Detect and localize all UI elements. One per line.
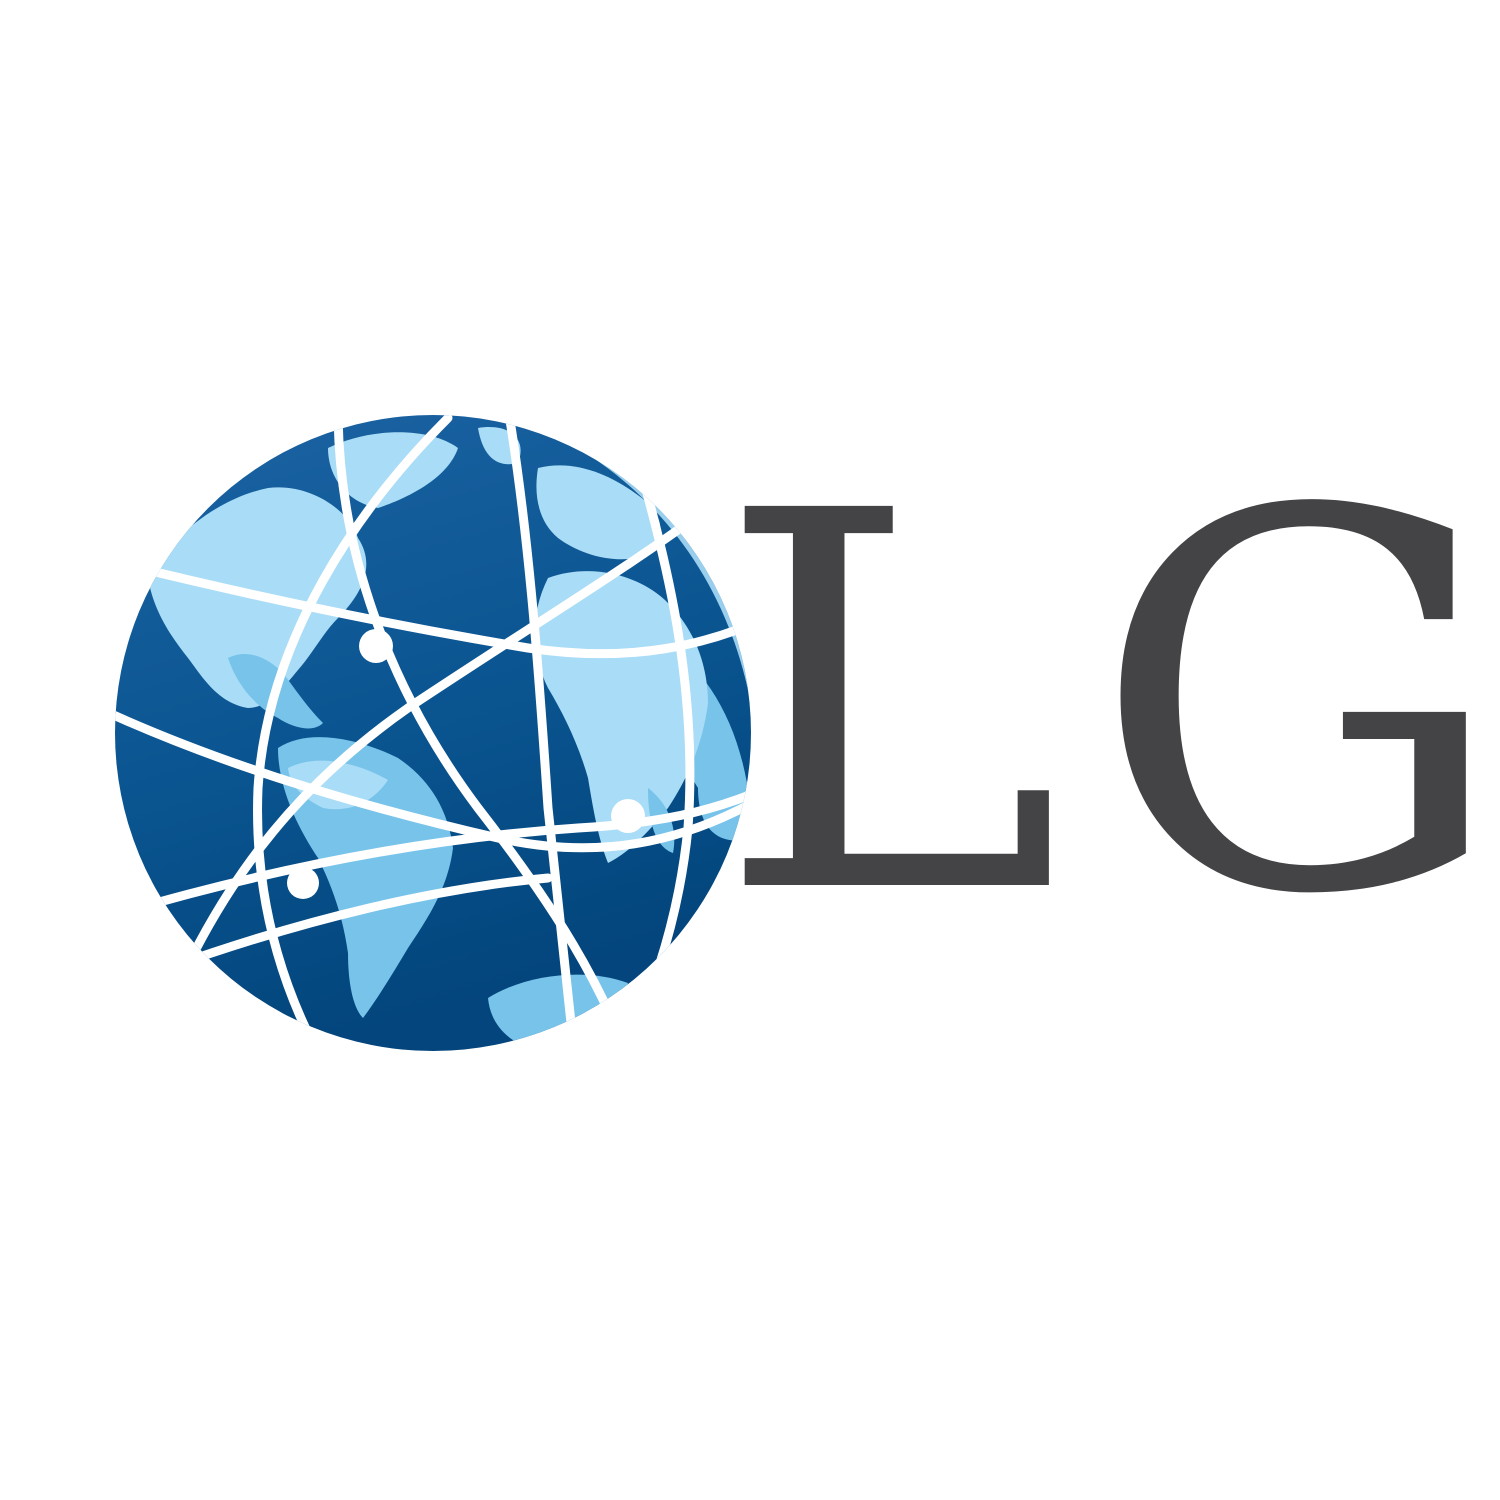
globe-icon xyxy=(115,415,751,1051)
land-antarctica xyxy=(488,974,628,1048)
land-africa xyxy=(534,571,708,863)
land-europe xyxy=(536,465,661,560)
land-greenland xyxy=(328,432,458,508)
globe-grid-nodes xyxy=(287,629,645,899)
wordmark-text: LG xyxy=(716,402,1500,1008)
